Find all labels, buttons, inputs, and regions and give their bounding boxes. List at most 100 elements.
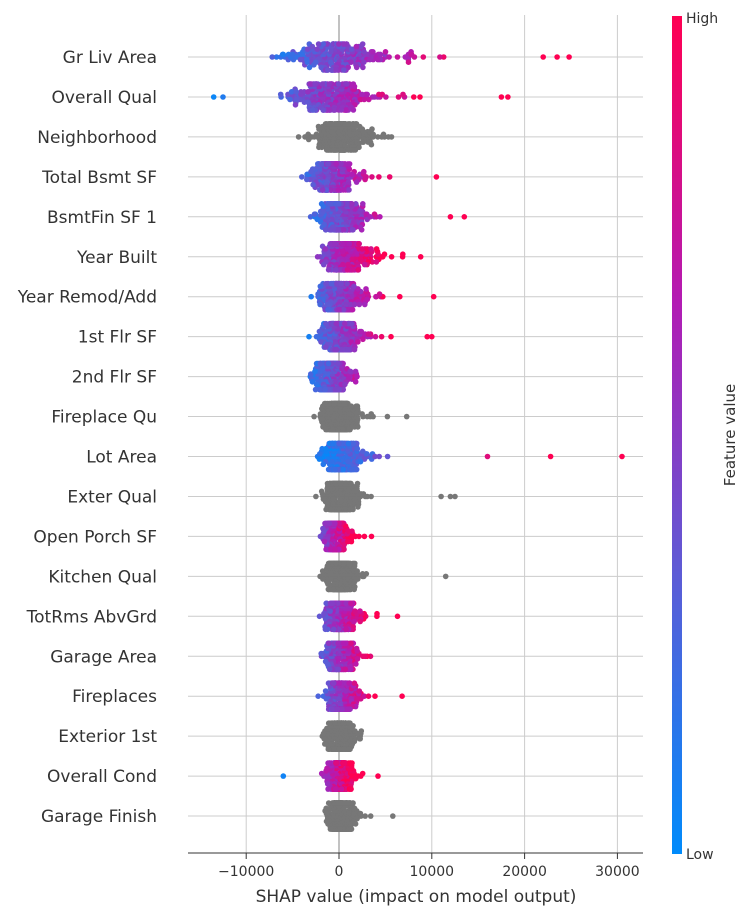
shap-point — [344, 81, 350, 87]
shap-point — [308, 168, 314, 175]
shap-point — [309, 107, 316, 113]
shap-point — [429, 333, 435, 340]
shap-point — [461, 214, 468, 220]
shap-point — [352, 608, 358, 614]
shap-point — [355, 504, 361, 510]
shap-point — [341, 67, 347, 73]
shap-point — [320, 41, 327, 47]
shap-point — [397, 293, 403, 300]
shap-point — [324, 563, 331, 569]
shap-point — [344, 201, 350, 207]
shap-point — [368, 493, 374, 500]
shap-point — [394, 54, 401, 60]
shap-point — [357, 608, 363, 614]
shap-point — [382, 49, 389, 55]
shap-point — [374, 610, 380, 617]
shap-point — [313, 493, 319, 500]
shap-points — [210, 41, 625, 832]
shap-point — [277, 91, 284, 98]
feature-points-13 — [317, 560, 449, 593]
shap-point — [321, 400, 328, 407]
shap-point — [332, 241, 338, 247]
shap-point — [348, 600, 354, 607]
shap-point — [403, 413, 410, 420]
shap-point — [309, 379, 316, 385]
shap-point — [288, 89, 295, 95]
feature-points-7 — [306, 320, 435, 353]
shap-point — [308, 371, 314, 377]
shap-point — [333, 267, 339, 273]
shap-point — [355, 424, 361, 430]
shap-point — [336, 680, 343, 686]
shap-point — [314, 216, 321, 223]
shap-point — [323, 426, 329, 433]
shap-point — [318, 416, 325, 423]
shap-point — [336, 306, 342, 313]
shap-point — [324, 661, 331, 667]
shap-point — [330, 746, 337, 752]
shap-point — [381, 251, 388, 257]
shap-point — [354, 568, 361, 574]
feature-points-12 — [317, 520, 375, 553]
shap-point — [339, 706, 345, 712]
shap-point — [317, 451, 323, 457]
shap-point — [368, 533, 375, 540]
feature-points-5 — [314, 241, 424, 273]
shap-point — [312, 368, 318, 375]
shap-point — [340, 466, 347, 473]
shap-point — [554, 54, 560, 60]
shap-point — [326, 107, 333, 113]
shap-point — [306, 64, 313, 71]
shap-point — [355, 267, 362, 273]
shap-point — [322, 520, 328, 527]
shap-point — [353, 466, 360, 473]
shap-point — [345, 147, 352, 153]
shap-point — [355, 339, 361, 345]
x-gridlines — [245, 15, 618, 853]
shap-point — [269, 54, 276, 60]
shap-point — [360, 128, 367, 135]
shap-point — [342, 381, 348, 388]
shap-point — [320, 107, 327, 113]
shap-point — [354, 648, 361, 654]
shap-point — [447, 214, 454, 220]
shap-point — [312, 81, 318, 87]
shap-point — [356, 301, 363, 308]
feature-points-9 — [311, 400, 410, 433]
shap-point — [311, 134, 318, 140]
shap-point — [305, 136, 312, 143]
shap-point — [388, 253, 395, 260]
shap-point — [368, 141, 375, 148]
shap-point — [362, 653, 368, 660]
shap-point — [498, 94, 505, 100]
shap-point — [345, 538, 351, 545]
shap-point — [442, 573, 449, 580]
shap-point — [333, 161, 340, 167]
shap-point — [348, 480, 354, 487]
shap-point — [371, 211, 378, 217]
shap-point — [420, 54, 427, 60]
shap-point — [361, 693, 368, 699]
shap-point — [378, 333, 385, 340]
shap-point — [328, 49, 334, 55]
shap-point — [324, 725, 330, 732]
shap-point — [356, 123, 363, 130]
shap-point — [384, 453, 391, 460]
shap-point — [326, 81, 333, 87]
shap-point — [318, 161, 325, 167]
shap-point — [332, 546, 338, 553]
shap-point — [361, 261, 368, 268]
shap-point — [346, 241, 353, 247]
shap-point — [346, 528, 352, 534]
shap-point — [353, 661, 359, 667]
shap-point — [375, 56, 381, 63]
shap-point — [273, 54, 280, 60]
shap-point — [359, 246, 365, 252]
shap-point — [394, 613, 401, 620]
shap-point — [336, 201, 342, 207]
shap-point — [320, 525, 326, 532]
shap-point — [317, 301, 323, 308]
shap-point — [326, 147, 332, 153]
shap-point — [295, 134, 302, 140]
shap-point — [314, 253, 321, 260]
